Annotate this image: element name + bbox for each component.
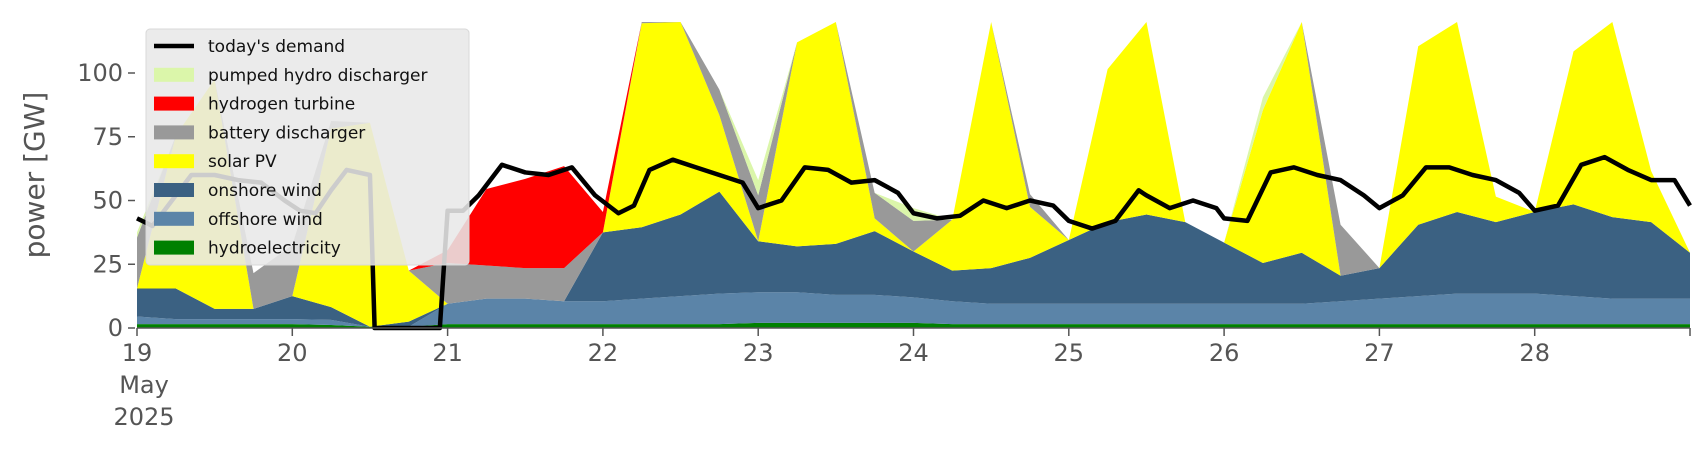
x-tick-label: 25: [1054, 339, 1085, 367]
legend-swatch-hydrogen-turbine: [154, 96, 194, 111]
legend: today's demand pumped hydro discharger hyd…: [145, 28, 470, 266]
stacked-area-layer: [137, 22, 1690, 328]
x-date-sublabel: May: [119, 371, 169, 399]
area-solar-pv: [137, 22, 1690, 327]
legend-label-today-s-demand: today's demand: [208, 37, 345, 57]
y-tick-label: 50: [92, 187, 123, 215]
y-tick-label: 75: [92, 123, 123, 151]
y-axis-title: power [GW]: [18, 92, 51, 259]
x-tick-label: 28: [1519, 339, 1550, 367]
x-tick-label: 23: [743, 339, 774, 367]
x-tick-label: 20: [277, 339, 308, 367]
x-tick-label: 27: [1364, 339, 1395, 367]
x-tick-label: 24: [898, 339, 929, 367]
area-offshore-wind: [137, 292, 1690, 327]
y-tick-label: 100: [77, 59, 123, 87]
legend-swatch-solar-pv: [154, 154, 194, 169]
legend-box: [145, 28, 470, 266]
legend-swatch-onshore-wind: [154, 183, 194, 197]
legend-label-battery-discharger: battery discharger: [208, 123, 365, 143]
legend-swatch-battery-discharger: [154, 125, 194, 140]
legend-label-hydroelectricity: hydroelectricity: [208, 239, 341, 259]
legend-label-onshore-wind: onshore wind: [208, 181, 322, 201]
area-onshore-wind: [137, 191, 1690, 327]
x-tick-label: 26: [1209, 339, 1240, 367]
legend-label-offshore-wind: offshore wind: [208, 210, 323, 230]
legend-swatch-pumped-hydro-discharger: [154, 67, 194, 82]
legend-label-hydrogen-turbine: hydrogen turbine: [208, 95, 355, 115]
legend-swatch-hydroelectricity: [154, 240, 194, 255]
x-tick-label: 22: [588, 339, 619, 367]
x-tick-label: 21: [432, 339, 463, 367]
x-date-sublabel: 2025: [113, 403, 174, 431]
x-tick-label: 19: [122, 339, 153, 367]
y-tick-label: 25: [92, 250, 123, 278]
legend-label-pumped-hydro-discharger: pumped hydro discharger: [208, 66, 427, 86]
axes: 0 25 50 75 100 19 20 21 22 23 24 25 26 27 28 May 2025 pow…: [18, 59, 1691, 431]
area-hydrogen-turbine: [137, 22, 1690, 274]
legend-label-solar-pv: solar PV: [208, 152, 277, 172]
area-battery-discharger: [137, 22, 1690, 309]
y-tick-label: 0: [108, 314, 123, 342]
legend-swatch-offshore-wind: [154, 211, 194, 226]
